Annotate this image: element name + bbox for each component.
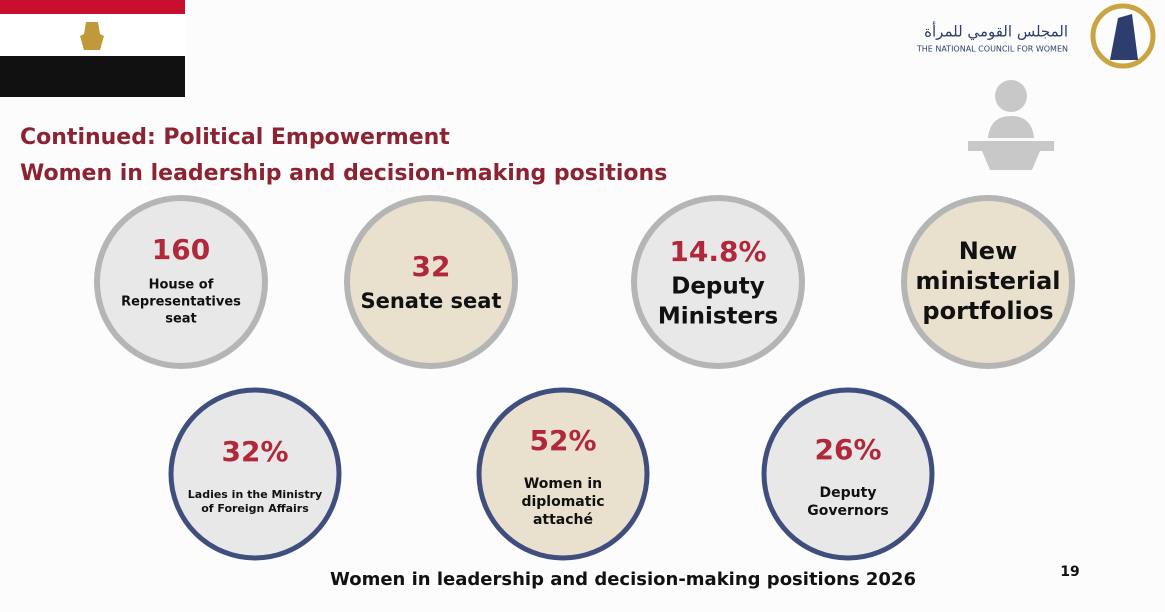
circle-label: Governors — [807, 503, 888, 519]
logo-english: THE NATIONAL COUNCIL FOR WOMEN — [916, 45, 1068, 54]
circle-label: Ladies in the Ministry — [188, 488, 322, 501]
circle-value: New — [959, 237, 1018, 265]
title-line: Continued: Political Empowerment — [20, 125, 450, 150]
flag-red — [0, 0, 185, 14]
page-number: 19 — [1060, 564, 1079, 580]
icon-body — [988, 116, 1034, 138]
stat-circle: 26% Deputy Governors — [761, 387, 935, 561]
circle-label: ministerial — [915, 267, 1060, 295]
circle-shape — [761, 387, 935, 561]
circle-shape — [94, 195, 268, 369]
circle-label: of Foreign Affairs — [201, 502, 309, 515]
circle-label: Deputy — [671, 274, 765, 300]
podium-icon — [968, 80, 1054, 170]
logo: المجلس القومي للمرأة THE NATIONAL COUNCI… — [916, 3, 1156, 69]
logo-emblem — [1090, 3, 1156, 69]
title-line: Women in leadership and decision-making … — [20, 161, 667, 186]
flag-eagle — [80, 22, 104, 50]
flag — [0, 0, 185, 97]
circle-label: diplomatic — [521, 494, 604, 510]
logo-arabic: المجلس القومي للمرأة — [924, 22, 1068, 42]
icon-podium-top — [968, 141, 1054, 151]
circle-label: attaché — [533, 512, 593, 528]
circle-label: portfolios — [922, 297, 1053, 325]
circle-label: Deputy — [820, 485, 877, 501]
circle-shape — [476, 387, 650, 561]
circle-label: Representatives — [121, 295, 241, 310]
stat-circle: 32 Senate seat — [344, 195, 518, 369]
circle-value: 26% — [814, 433, 881, 466]
circle-label: seat — [165, 311, 197, 326]
circle-shape — [344, 195, 518, 369]
circle-value: 14.8% — [669, 235, 766, 268]
footer: Women in leadership and decision-making … — [330, 569, 916, 590]
icon-head — [995, 80, 1027, 112]
logo-figure — [1110, 14, 1138, 60]
flag-black — [0, 56, 185, 97]
circle-label: House of — [149, 278, 214, 293]
circle-label: Senate seat — [360, 289, 501, 313]
icon-podium — [982, 151, 1040, 170]
stat-circle: 14.8% Deputy Ministers — [631, 195, 805, 369]
circle-shape — [631, 195, 805, 369]
circle-label: Women in — [524, 476, 602, 492]
circle-shape — [901, 195, 1075, 369]
stat-circle: 52% Women in diplomatic attaché — [476, 387, 650, 561]
circle-value: 32% — [221, 435, 288, 468]
circle-shape — [168, 387, 342, 561]
circle-value: 32 — [412, 250, 451, 283]
circle-value: 52% — [529, 424, 596, 457]
circle-label: Ministers — [658, 303, 778, 329]
circle-value: 160 — [152, 233, 210, 266]
